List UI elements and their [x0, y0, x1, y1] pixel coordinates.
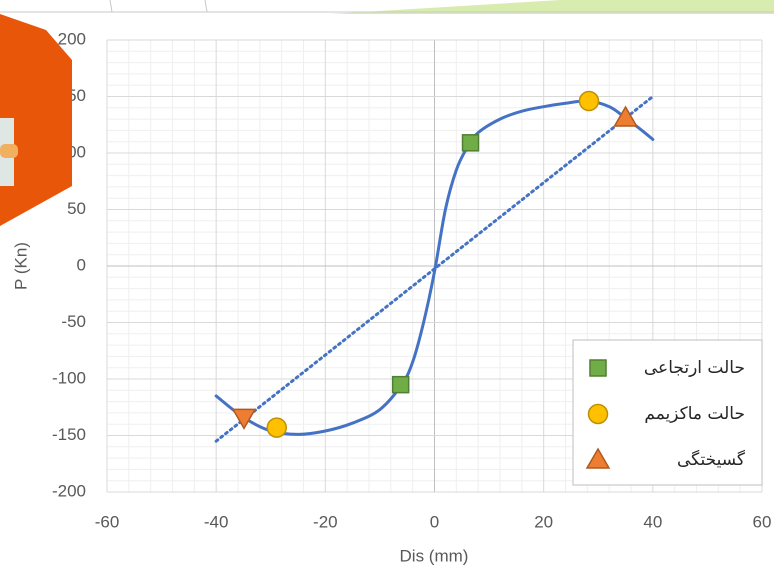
top-decoration [109, 0, 113, 13]
point [613, 105, 638, 127]
point [231, 408, 257, 430]
x-tick-label: 40 [643, 512, 662, 531]
x-axis-title: Dis (mm) [400, 546, 469, 565]
y-tick-label: -100 [52, 368, 86, 387]
plot-area: -60-40-200204060-200-150-100-50050100150… [52, 29, 771, 531]
y-tick-label: 0 [77, 255, 86, 274]
x-tick-label: 60 [753, 512, 772, 531]
inner-knob [0, 144, 18, 158]
x-tick-label: -20 [313, 512, 338, 531]
top-decoration [204, 0, 208, 13]
legend-marker [585, 447, 611, 469]
legend-marker [589, 359, 607, 377]
point [391, 375, 410, 394]
x-tick-label: 20 [534, 512, 553, 531]
orange-shape [0, 14, 72, 226]
legend-label: حالت ماکزیمم [644, 404, 745, 424]
point [461, 134, 480, 152]
x-tick-label: -40 [204, 512, 229, 531]
y-tick-label: -150 [52, 425, 86, 444]
y-tick-label: -50 [61, 312, 86, 331]
y-tick-label: -200 [52, 481, 86, 500]
x-tick-label: -60 [95, 512, 120, 531]
y-axis-title: P (Kn) [11, 242, 30, 290]
y-tick-label: 200 [58, 29, 86, 48]
legend-label: حالت ارتجاعی [644, 358, 745, 378]
top-decoration [330, 0, 774, 14]
legend: حالت ارتجاعی حالت ماکزیمم گسیختگی [572, 339, 763, 486]
point [578, 90, 600, 112]
trend-line [214, 95, 655, 443]
legend-marker [587, 403, 609, 425]
x-tick-label: 0 [430, 512, 439, 531]
legend-label: گسیختگی [677, 449, 746, 470]
overlay-shape [0, 14, 72, 226]
y-tick-label: 50 [67, 199, 86, 218]
point [266, 417, 288, 438]
